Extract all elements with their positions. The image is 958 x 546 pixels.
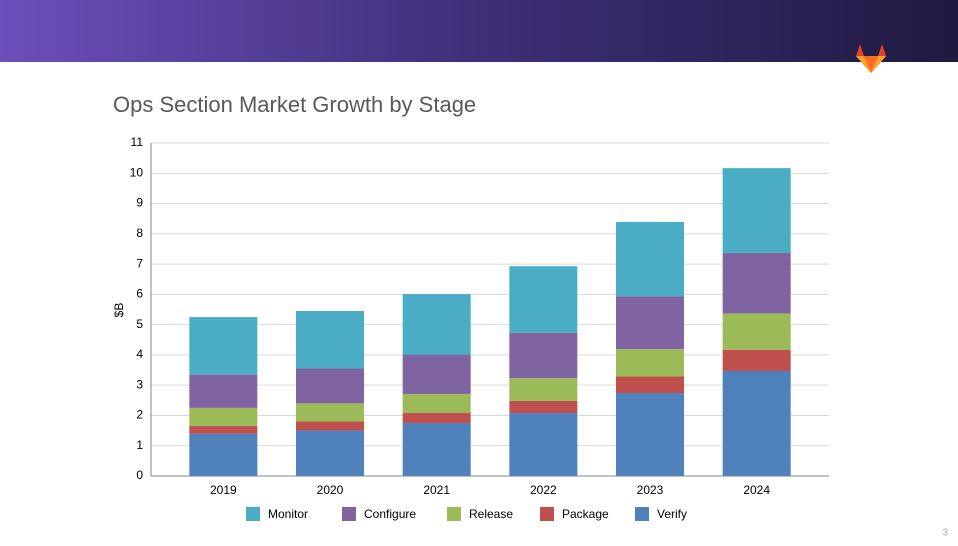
y-tick-label: 1 [136,438,143,452]
bar-segment [402,413,471,424]
legend-swatch [246,507,260,521]
x-tick-label: 2019 [210,483,237,497]
bar-segment [722,252,791,314]
chart-title: Ops Section Market Growth by Stage [113,92,476,117]
y-tick-label: 7 [136,256,143,270]
bar-segment [189,374,258,408]
x-tick-label: 2022 [530,483,557,497]
bar-segment [296,311,364,369]
legend-label: Release [469,507,513,521]
legend-swatch [635,507,649,521]
bar-segment [189,317,258,375]
bar-segment [402,393,471,414]
bar-segment [616,349,684,377]
bar-segment [509,378,578,401]
y-tick-label: 8 [136,226,143,240]
bar-segment [509,400,578,414]
x-tick-label: 2024 [743,483,770,497]
legend-label: Package [562,507,609,521]
y-tick-label: 5 [136,317,143,331]
bar-segment [189,426,258,434]
bar-segment [296,421,364,431]
logo [856,44,886,73]
bar-segment [616,376,684,394]
x-tick-label: 2020 [317,483,344,497]
bar-segment [402,423,471,476]
x-tick-label: 2023 [637,483,664,497]
bar-segment [509,332,578,379]
bar-segment [616,393,684,476]
x-tick-label: 2021 [423,483,450,497]
header-bar [0,0,958,62]
bar-segment [509,413,578,476]
y-tick-label: 11 [131,135,144,149]
bar-segment [722,349,791,371]
legend-label: Configure [364,507,416,521]
legend-label: Monitor [268,507,308,521]
legend-swatch [447,507,461,521]
y-tick-label: 9 [136,196,143,210]
bar-segment [402,354,471,394]
bar-segment [509,266,578,333]
y-tick-label: 3 [136,377,143,391]
legend-label: Verify [657,507,687,521]
y-axis-label: $B [112,303,126,318]
bar-segment [616,296,684,350]
legend-swatch [540,507,554,521]
bar-segment [296,368,364,404]
y-tick-label: 0 [136,468,143,482]
page-number: 3 [942,528,948,539]
bar-segment [189,407,258,427]
y-tick-label: 2 [136,408,143,422]
y-tick-label: 6 [136,287,143,301]
bar-segment [722,370,791,476]
bar-segment [722,168,791,253]
legend-swatch [342,507,356,521]
bar-segment [296,403,364,422]
bar-segment [616,222,684,297]
bar-segment [722,313,791,350]
y-tick-label: 10 [130,165,144,179]
y-tick-label: 4 [136,347,143,361]
bar-segment [402,294,471,355]
bar-segment [189,433,258,476]
bar-segment [296,430,364,476]
